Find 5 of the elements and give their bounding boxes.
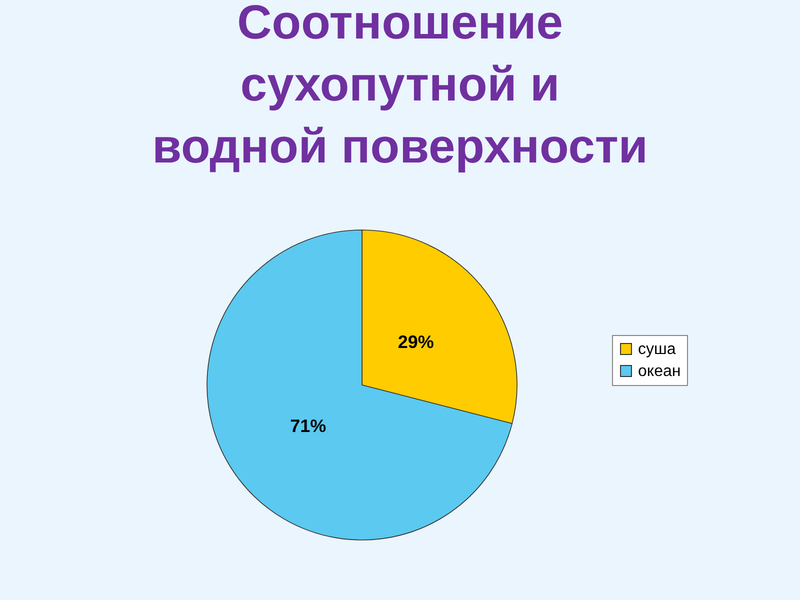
legend-label: океан [638, 363, 681, 380]
legend-label: суша [638, 341, 676, 358]
chart-title: Соотношение сухопутной и водной поверхности [152, 0, 648, 174]
data-label: 71% [290, 416, 326, 436]
data-label: 29% [398, 332, 434, 352]
